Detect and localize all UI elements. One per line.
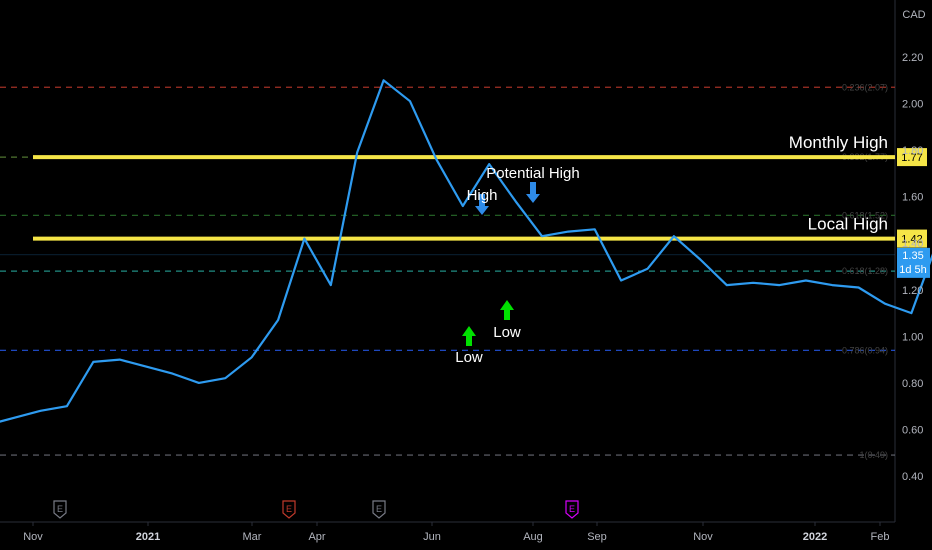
earnings-event-letter: E xyxy=(376,504,382,514)
annotation-label: Low xyxy=(455,349,483,366)
y-tick-label: 2.00 xyxy=(902,99,923,111)
x-tick-label: Nov xyxy=(693,531,713,543)
y-tick-label: 1.60 xyxy=(902,192,923,204)
last-price-value: 1.35 xyxy=(902,250,923,262)
last-price-tag xyxy=(897,247,930,278)
fib-level-label: 1(0.49) xyxy=(859,450,888,460)
annotations: High Potential High Low Low xyxy=(455,165,579,366)
key-level-tag xyxy=(897,229,927,248)
earnings-event-letter: E xyxy=(286,504,292,514)
fib-level-label: 0.786(0.94) xyxy=(842,345,888,355)
y-tick-label: 1.40 xyxy=(902,238,923,250)
x-tick-label: Feb xyxy=(871,531,890,543)
annotation-label: Low xyxy=(493,324,521,341)
y-tick-label: 0.40 xyxy=(902,471,923,483)
key-level-label: Monthly High xyxy=(789,133,888,152)
annotation-label: High xyxy=(467,187,498,204)
arrow-down-icon xyxy=(526,182,540,203)
currency-label: CAD xyxy=(902,9,925,21)
x-tick-label: 2021 xyxy=(136,531,160,543)
y-tick-label: 0.80 xyxy=(902,378,923,390)
earnings-event-icon[interactable] xyxy=(53,500,67,519)
x-tick-label: Aug xyxy=(523,531,543,543)
fib-level-label: 0.618(1.52) xyxy=(842,210,888,220)
currency-badge: CAD xyxy=(901,6,927,22)
earnings-event-letter: E xyxy=(57,504,63,514)
key-levels: Monthly High 1.77 Local High 1.42 xyxy=(33,133,927,248)
arrow-up-icon xyxy=(500,300,514,320)
x-tick-label: Apr xyxy=(308,531,325,543)
fib-level-label: 0.618(1.28) xyxy=(842,266,888,276)
annotation-label: Potential High xyxy=(486,165,579,182)
price-series: 1.35 1d 5h xyxy=(0,79,932,423)
x-tick-label: Sep xyxy=(587,531,607,543)
y-tick-label: 0.60 xyxy=(902,424,923,436)
y-tick-label: 1.80 xyxy=(902,145,923,157)
fib-level-label: 0.236(2.07) xyxy=(842,82,888,92)
last-price-countdown: 1d 5h xyxy=(899,264,927,276)
x-tick-label: 2022 xyxy=(803,531,827,543)
key-level-tag-text: 1.42 xyxy=(901,234,922,246)
arrow-up-icon xyxy=(462,326,476,346)
y-tick-label: 1.20 xyxy=(902,285,923,297)
x-tick-label: Jun xyxy=(423,531,441,543)
y-tick-label: 1.00 xyxy=(902,331,923,343)
price-line xyxy=(0,79,932,423)
time-axis[interactable]: Nov 2021 Mar Apr Jun Aug Sep Nov 2022 Feb xyxy=(23,522,889,543)
earnings-event-letter: E xyxy=(569,504,575,514)
arrow-down-icon xyxy=(475,194,489,215)
earnings-event-icon[interactable] xyxy=(565,500,579,519)
x-tick-label: Mar xyxy=(243,531,262,543)
key-level-label: Local High xyxy=(808,215,888,234)
key-level-tag xyxy=(897,148,927,167)
y-tick-label: 2.20 xyxy=(902,52,923,64)
key-level-tag-text: 1.77 xyxy=(901,152,922,164)
earnings-event-icon[interactable] xyxy=(282,500,296,519)
x-tick-label: Nov xyxy=(23,531,43,543)
earnings-event-icon[interactable] xyxy=(372,500,386,519)
